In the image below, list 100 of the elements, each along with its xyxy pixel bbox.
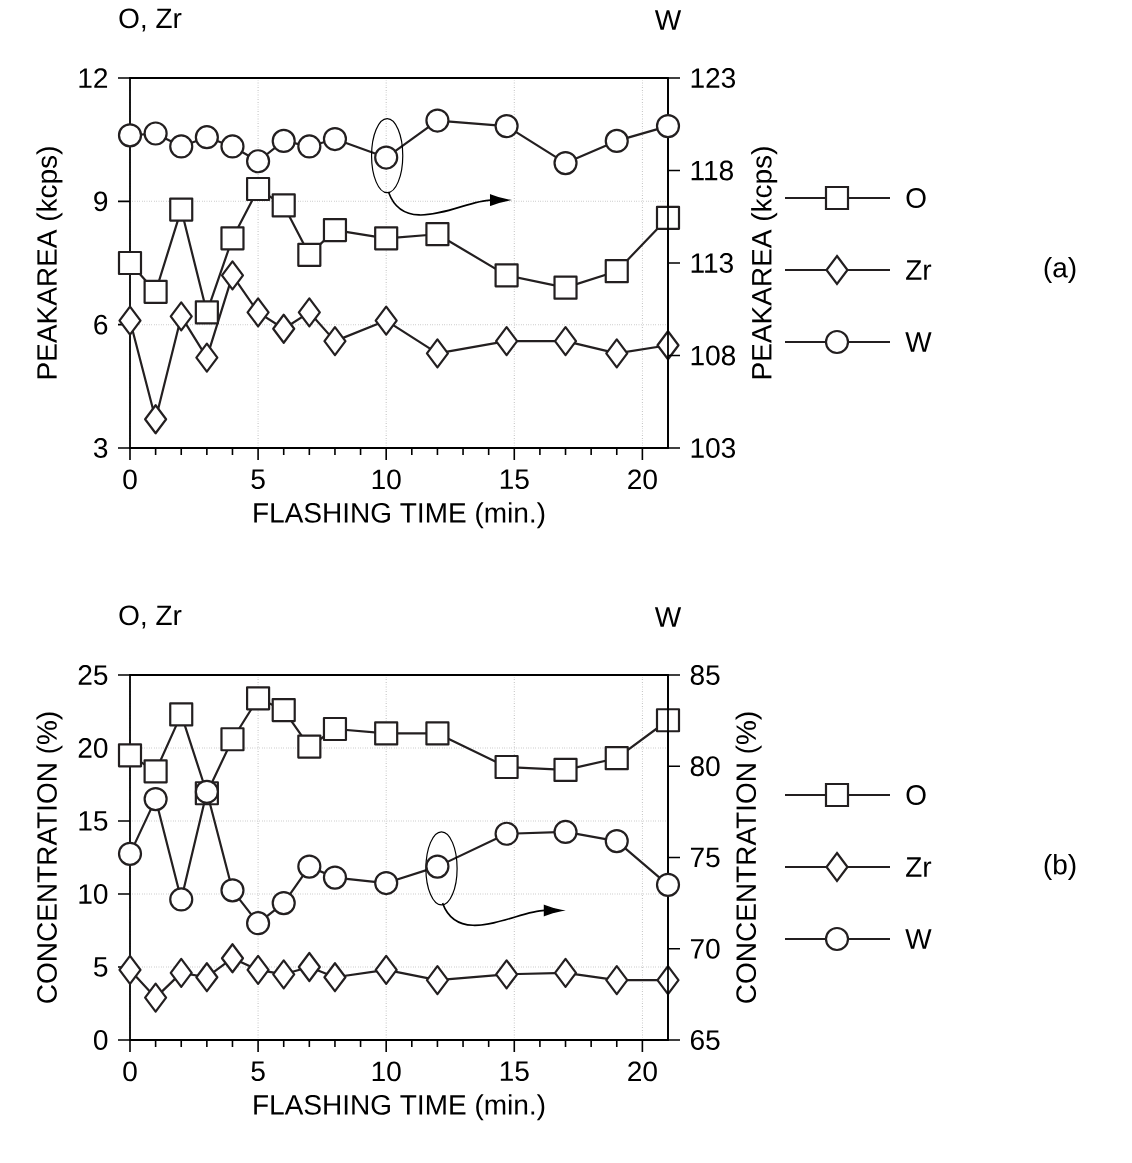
point — [220, 226, 245, 251]
point — [553, 326, 578, 357]
point — [322, 218, 348, 243]
x-tick-label: 15 — [500, 1061, 529, 1082]
point — [220, 134, 245, 159]
point — [297, 297, 321, 328]
point — [604, 828, 629, 854]
point — [246, 954, 270, 986]
point — [297, 734, 322, 759]
point — [118, 954, 142, 986]
point — [322, 865, 348, 890]
point — [297, 854, 322, 879]
y2-tick-label: 70 — [690, 938, 720, 959]
point — [246, 686, 271, 711]
y2-tick-label: 65 — [690, 1030, 720, 1050]
point — [117, 250, 143, 276]
point — [655, 872, 681, 897]
y2-tick-label: 123 — [691, 68, 735, 88]
point — [553, 275, 578, 300]
point — [297, 134, 322, 159]
point — [297, 242, 322, 267]
point — [169, 301, 193, 332]
point — [553, 957, 578, 988]
text: O, Zr — [119, 8, 182, 32]
point — [169, 134, 194, 159]
point — [495, 959, 519, 990]
point — [144, 404, 168, 435]
point — [374, 954, 398, 986]
x-tick-label: 15 — [500, 469, 529, 490]
point — [425, 965, 450, 996]
point — [425, 721, 450, 746]
point — [494, 114, 519, 139]
point — [169, 702, 194, 727]
text: (b) — [1044, 853, 1076, 881]
point — [272, 313, 296, 344]
legend-label: Zr — [906, 260, 932, 280]
point — [220, 727, 245, 752]
point — [604, 746, 629, 771]
y-tick-label: 3 — [93, 438, 108, 458]
point — [271, 193, 296, 218]
y2-tick-label: 103 — [691, 438, 735, 458]
point — [143, 759, 168, 784]
point — [246, 911, 271, 936]
point — [425, 108, 450, 133]
text: W — [654, 10, 682, 30]
point — [271, 128, 296, 153]
point — [604, 259, 629, 284]
y-tick-label: 6 — [94, 314, 108, 335]
y2-tick-label: 118 — [691, 160, 733, 181]
point — [195, 342, 219, 373]
y-axis-title: CONCENTRATION (%) — [36, 712, 63, 1003]
y2-tick-label: 85 — [690, 665, 720, 685]
point — [143, 787, 168, 812]
y2-axis-title: CONCENTRATION (%) — [735, 712, 762, 1003]
y-tick-label: 20 — [78, 738, 108, 758]
point — [195, 962, 219, 993]
point — [220, 878, 245, 903]
point — [220, 943, 245, 974]
x-tick-label: 0 — [123, 469, 137, 490]
point — [143, 121, 168, 146]
point — [194, 125, 219, 150]
x-tick-label: 10 — [372, 1061, 401, 1082]
point — [605, 338, 629, 369]
point — [553, 151, 578, 176]
point — [604, 128, 629, 153]
x-tick-label: 5 — [251, 1061, 265, 1082]
point — [272, 959, 296, 990]
legend-label: W — [905, 929, 932, 949]
point — [246, 297, 270, 328]
y-tick-label: 9 — [94, 191, 108, 212]
text: (a) — [1044, 256, 1076, 284]
point — [425, 338, 450, 369]
point — [117, 743, 143, 768]
y-axis-title: PEAKAREA (kcps) — [36, 147, 63, 379]
y-tick-label: 0 — [93, 1030, 108, 1050]
y-tick-label: 5 — [94, 957, 108, 977]
point — [169, 887, 194, 912]
point — [494, 821, 519, 846]
x-tick-label: 20 — [628, 469, 657, 490]
point — [323, 326, 347, 357]
point — [495, 326, 519, 357]
point — [494, 263, 519, 288]
point — [374, 870, 399, 896]
point — [169, 197, 194, 222]
point — [494, 754, 519, 780]
point — [246, 149, 271, 174]
point — [323, 962, 347, 993]
point — [169, 957, 193, 988]
point — [374, 721, 399, 746]
x-axis-title: FLASHING TIME (min.) — [254, 502, 545, 529]
point — [553, 757, 578, 782]
legend-label: O — [906, 785, 926, 805]
y2-tick-label: 80 — [690, 756, 720, 777]
point — [374, 305, 398, 336]
legend-label: O — [906, 188, 926, 208]
text: O, Zr — [119, 605, 182, 629]
legend-label: W — [905, 332, 932, 352]
y-tick-label: 25 — [78, 665, 108, 685]
y-tick-label: 15 — [79, 811, 108, 831]
y2-tick-label: 108 — [691, 345, 736, 366]
